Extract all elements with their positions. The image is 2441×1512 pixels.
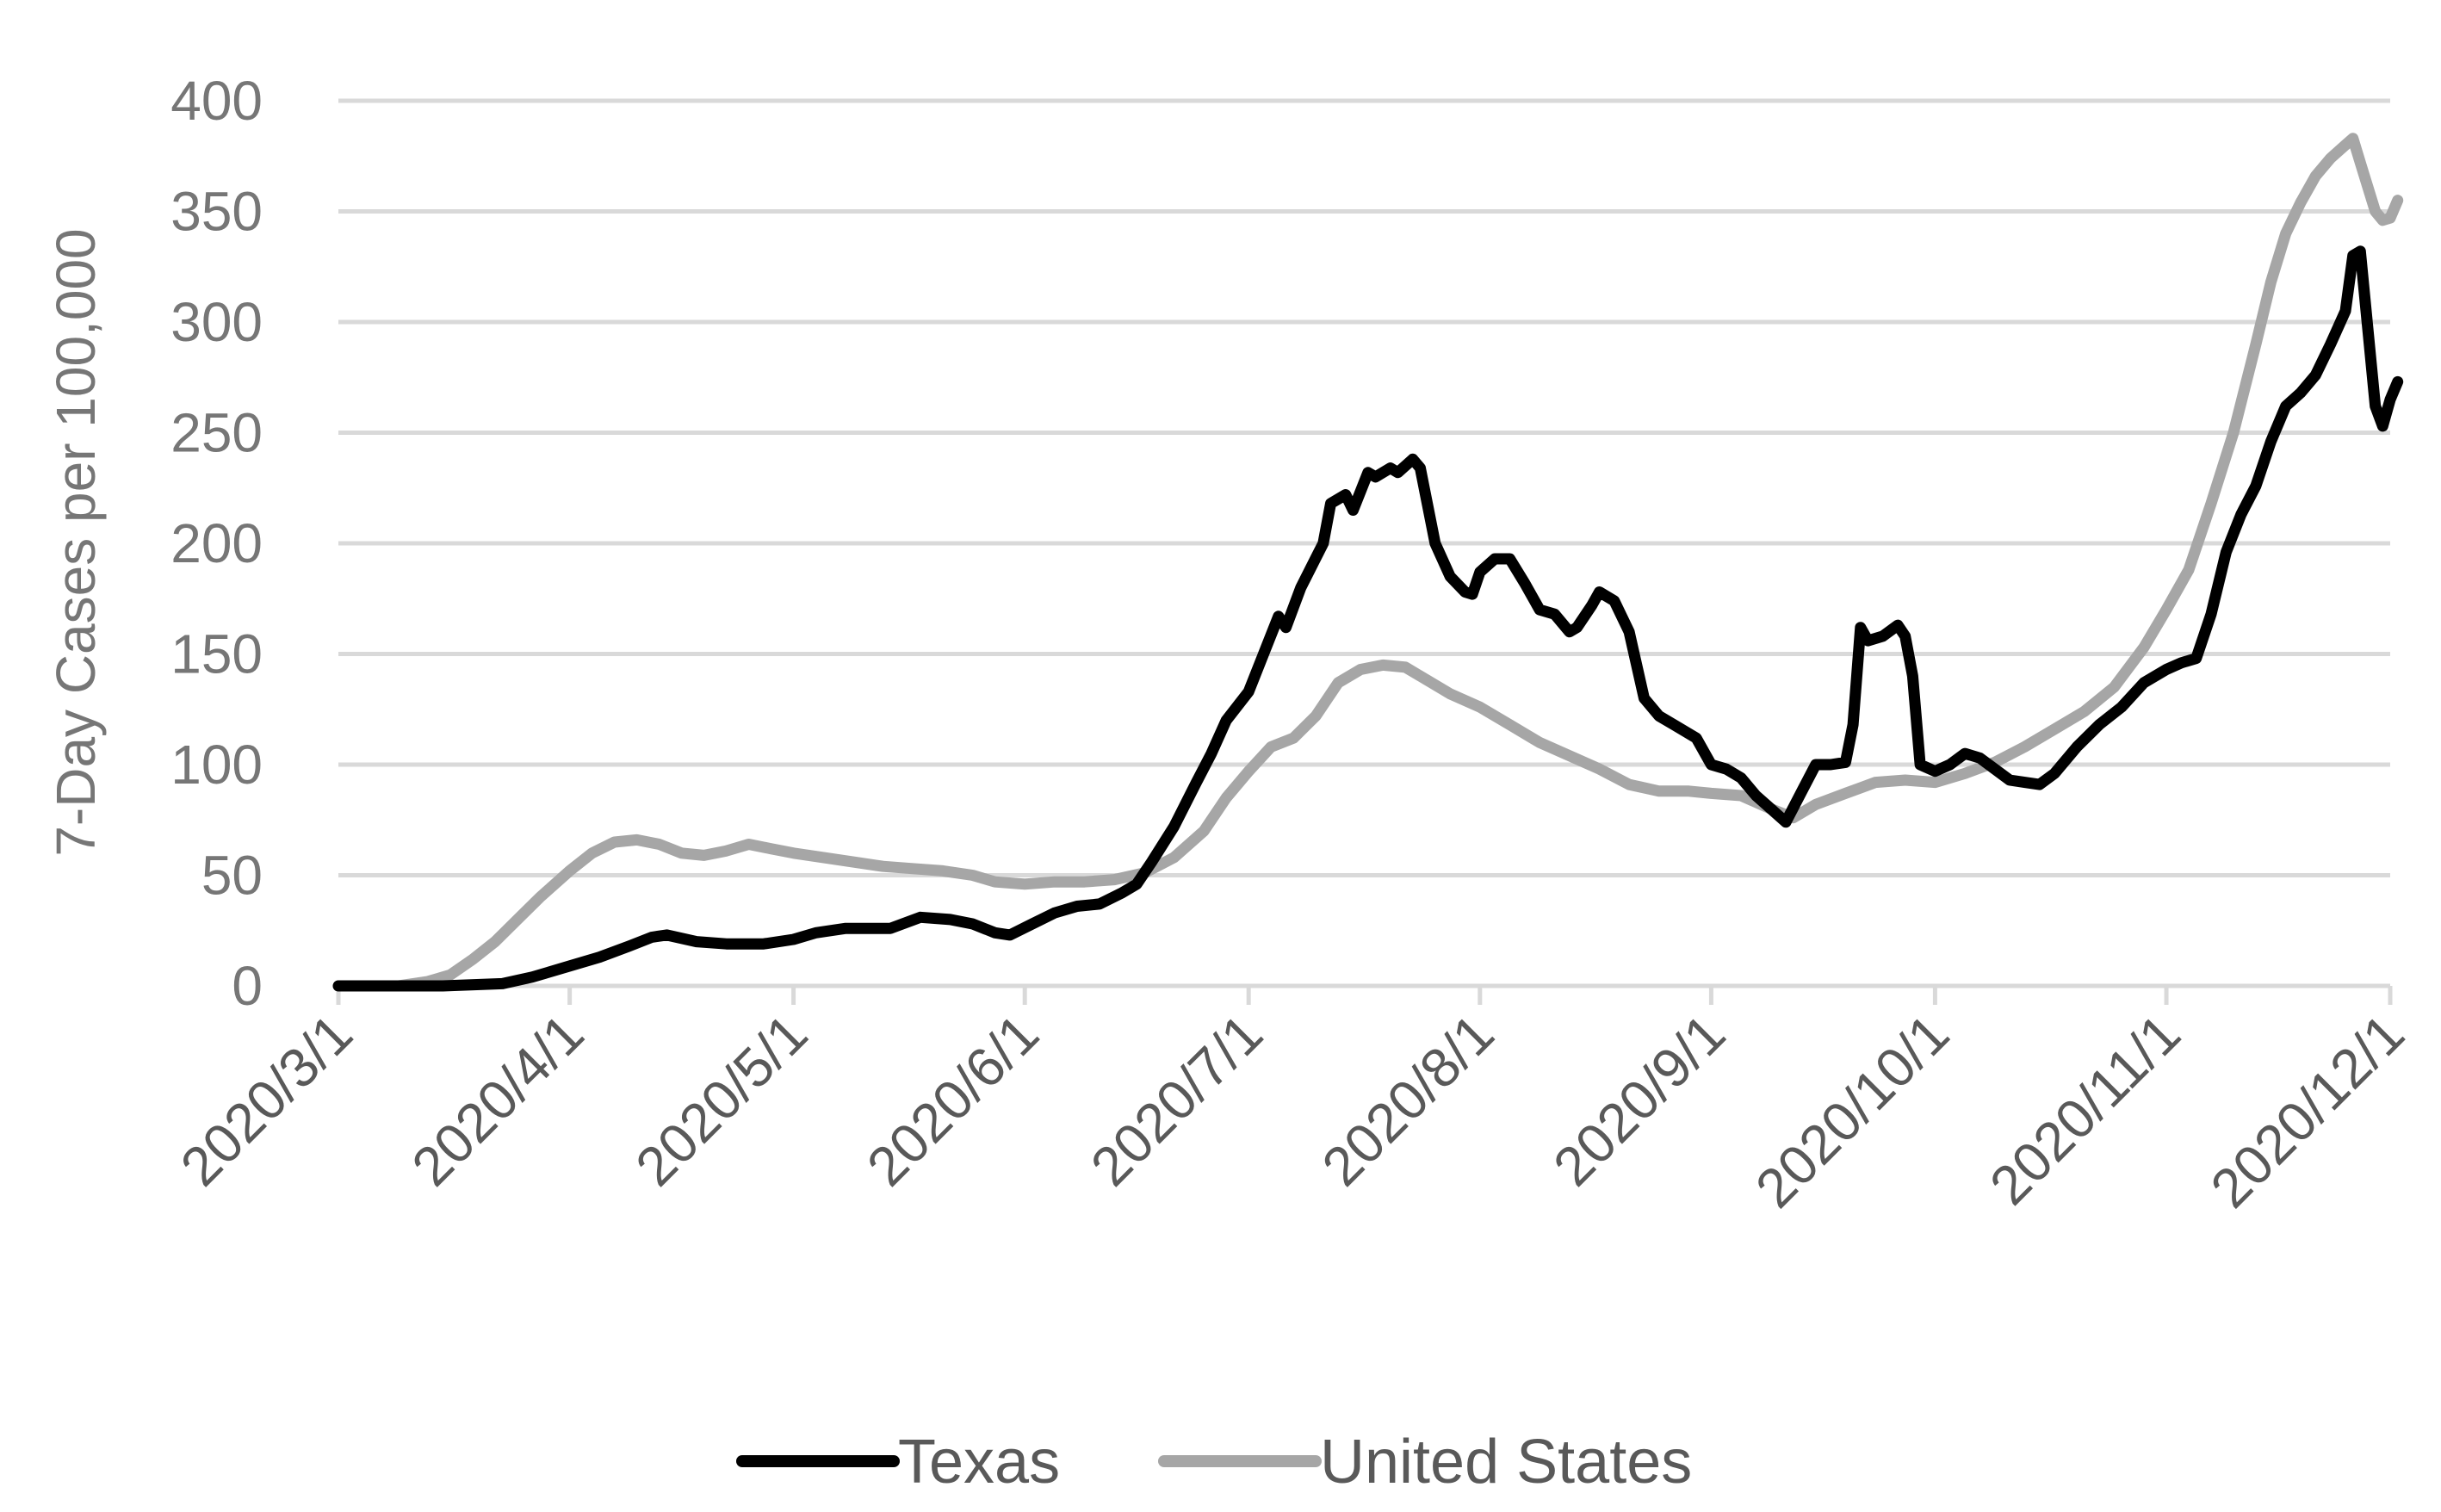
series-line-united-states: [332, 133, 2404, 992]
x-tick-label: 2020/5/1: [623, 1002, 819, 1198]
x-tick-label: 2020/3/1: [169, 1002, 364, 1198]
y-tick-label: 300: [170, 291, 263, 353]
series-lines: [332, 133, 2404, 992]
y-tick-label: 0: [232, 955, 263, 1017]
x-tick-label: 2020/6/1: [855, 1002, 1050, 1198]
x-tick-label: 2020/11/1: [1978, 1002, 2192, 1217]
x-tick-label: 2020/4/1: [400, 1002, 595, 1198]
x-tick-label: 2020/9/1: [1541, 1002, 1737, 1198]
y-tick-label: 150: [170, 623, 263, 685]
legend-label-united-states: United States: [1320, 1428, 1692, 1497]
x-tick-label: 2020/10/1: [1744, 1002, 1961, 1219]
y-axis-title: 7-Day Cases per 100,000: [45, 228, 107, 856]
x-tick-label: 2020/8/1: [1310, 1002, 1506, 1198]
y-tick-label: 350: [170, 181, 263, 243]
y-tick-label: 250: [170, 402, 263, 464]
y-tick-label: 100: [170, 734, 263, 796]
y-tick-label: 200: [170, 512, 263, 574]
x-axis: 2020/3/1 2020/4/1 2020/5/1 2020/6/1 2020/7/1…: [169, 986, 2416, 1219]
y-axis-ticks: 0 50 100 150 200 250 300 350 400: [170, 70, 263, 1017]
x-tick-label: 2020/7/1: [1079, 1002, 1274, 1198]
y-tick-label: 400: [170, 70, 263, 132]
y-tick-label: 50: [201, 845, 263, 907]
x-tick-label: 2020/12/1: [2199, 1002, 2416, 1219]
series-line-texas: [332, 245, 2404, 992]
legend: Texas United States: [736, 1428, 1692, 1497]
gridlines: [338, 98, 2390, 988]
legend-label-texas: Texas: [898, 1428, 1060, 1497]
